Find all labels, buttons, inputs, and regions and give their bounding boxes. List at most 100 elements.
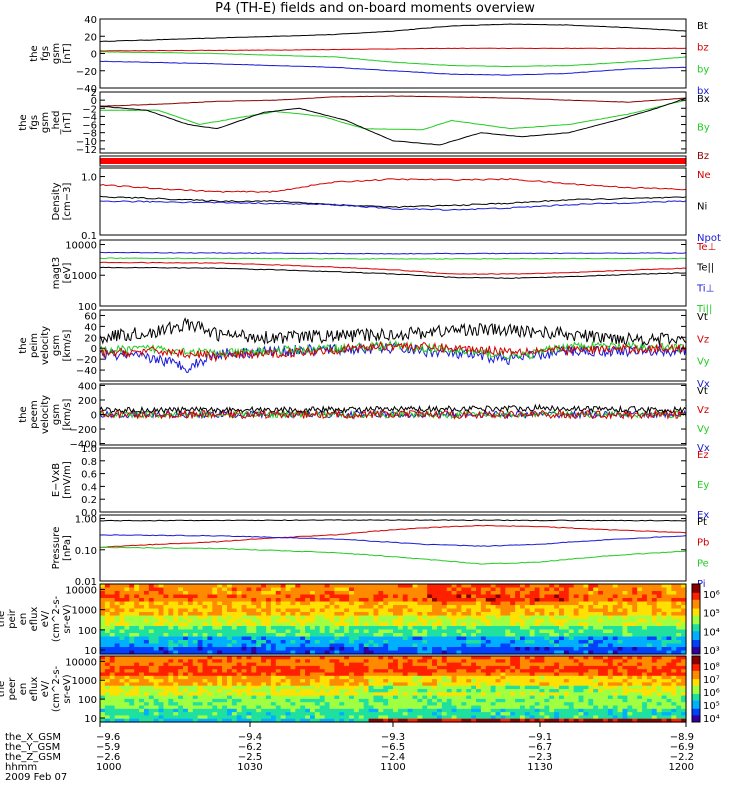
heatmap-cell xyxy=(124,608,130,613)
heatmap-cell xyxy=(598,708,604,713)
heatmap-cell xyxy=(143,584,150,589)
heatmap-cell xyxy=(187,615,194,620)
heatmap-cell xyxy=(515,698,521,703)
heatmap-cell xyxy=(568,718,575,723)
heatmap-cell xyxy=(173,601,179,606)
heatmap-cell xyxy=(217,619,223,624)
heatmap-cell xyxy=(241,675,248,680)
heatmap-cell xyxy=(290,679,296,683)
heatmap-cell xyxy=(153,695,160,700)
heatmap-cell xyxy=(202,605,209,610)
heatmap-cell xyxy=(295,626,301,631)
heatmap-cell xyxy=(290,695,296,700)
heatmap-cell xyxy=(451,679,458,683)
heatmap-cell xyxy=(305,702,311,707)
heatmap-cell xyxy=(676,587,682,592)
heatmap-cell xyxy=(461,608,467,613)
heatmap-cell xyxy=(246,656,252,660)
heatmap-cell xyxy=(519,587,526,592)
heatmap-cell xyxy=(373,650,379,655)
heatmap-cell xyxy=(461,626,467,631)
heatmap-cell xyxy=(173,682,179,687)
heatmap-cell xyxy=(583,587,589,592)
heatmap-cell xyxy=(661,594,668,599)
heatmap-cell xyxy=(134,622,140,627)
heatmap-cell xyxy=(568,622,575,627)
heatmap-cell xyxy=(373,682,379,687)
panel-peir_eflux xyxy=(99,583,701,655)
heatmap-cell xyxy=(519,612,526,617)
heatmap-cell xyxy=(402,608,409,613)
heatmap-cell xyxy=(344,622,350,627)
heatmap-cell xyxy=(583,679,589,683)
heatmap-cell xyxy=(134,689,140,693)
heatmap-cell xyxy=(275,695,282,700)
heatmap-cell xyxy=(290,698,296,703)
heatmap-cell xyxy=(510,591,516,596)
heatmap-cell xyxy=(651,629,658,634)
heatmap-cell xyxy=(187,712,194,716)
heatmap-cell xyxy=(373,662,379,667)
heatmap-cell xyxy=(339,659,345,664)
heatmap-cell xyxy=(568,619,575,624)
heatmap-cell xyxy=(412,675,419,680)
heatmap-cell xyxy=(529,650,536,655)
heatmap-cell xyxy=(124,601,130,606)
heatmap-cell xyxy=(109,669,116,674)
heatmap-cell xyxy=(114,708,121,713)
heatmap-cell xyxy=(578,679,585,683)
heatmap-cell xyxy=(368,669,375,674)
heatmap-cell xyxy=(197,598,204,603)
heatmap-cell xyxy=(476,675,482,680)
heatmap-cell xyxy=(559,675,565,680)
heatmap-cell xyxy=(471,622,477,627)
heatmap-cell xyxy=(129,659,135,664)
heatmap-cell xyxy=(451,705,458,710)
heatmap-cell xyxy=(104,608,111,613)
heatmap-cell xyxy=(461,633,467,638)
heatmap-cell xyxy=(432,662,438,667)
heatmap-cell xyxy=(627,715,633,720)
heatmap-cell xyxy=(554,605,560,610)
heatmap-cell xyxy=(134,587,140,592)
heatmap-cell xyxy=(495,705,502,710)
heatmap-cell xyxy=(402,643,409,648)
heatmap-cell xyxy=(593,715,599,720)
heatmap-cell xyxy=(100,689,106,693)
heatmap-cell xyxy=(241,662,248,667)
heatmap-cell xyxy=(578,594,585,599)
heatmap-cell xyxy=(192,692,199,697)
heatmap-cell xyxy=(383,679,389,683)
heatmap-cell xyxy=(598,643,604,648)
heatmap-cell xyxy=(436,715,443,720)
heatmap-cell xyxy=(515,643,521,648)
heatmap-cell xyxy=(202,636,209,641)
heatmap-cell xyxy=(192,718,199,723)
heatmap-cell xyxy=(114,712,121,716)
heatmap-cell xyxy=(417,629,423,634)
heatmap-cell xyxy=(446,698,453,703)
heatmap-cell xyxy=(158,598,165,603)
heatmap-cell xyxy=(549,647,555,652)
heatmap-cell xyxy=(275,633,282,638)
heatmap-cell xyxy=(519,615,526,620)
heatmap-cell xyxy=(563,698,570,703)
heatmap-cell xyxy=(158,718,165,723)
heatmap-cell xyxy=(329,612,335,617)
heatmap-cell xyxy=(671,647,677,652)
heatmap-cell xyxy=(393,601,399,606)
heatmap-cell xyxy=(202,656,209,660)
heatmap-cell xyxy=(490,633,497,638)
heatmap-cell xyxy=(598,712,604,716)
heatmap-cell xyxy=(305,685,311,690)
colorbar-tick-label: 10⁵ xyxy=(703,609,720,620)
heatmap-cell xyxy=(319,629,326,634)
heatmap-cell xyxy=(490,650,497,655)
heatmap-cell xyxy=(339,640,345,645)
heatmap-cell xyxy=(436,679,443,683)
heatmap-cell xyxy=(495,708,502,713)
y-tick-label: 200 xyxy=(78,396,97,407)
series-density-Ne xyxy=(99,178,687,193)
heatmap-cell xyxy=(588,587,594,592)
legend-entry: Ey xyxy=(697,480,709,491)
